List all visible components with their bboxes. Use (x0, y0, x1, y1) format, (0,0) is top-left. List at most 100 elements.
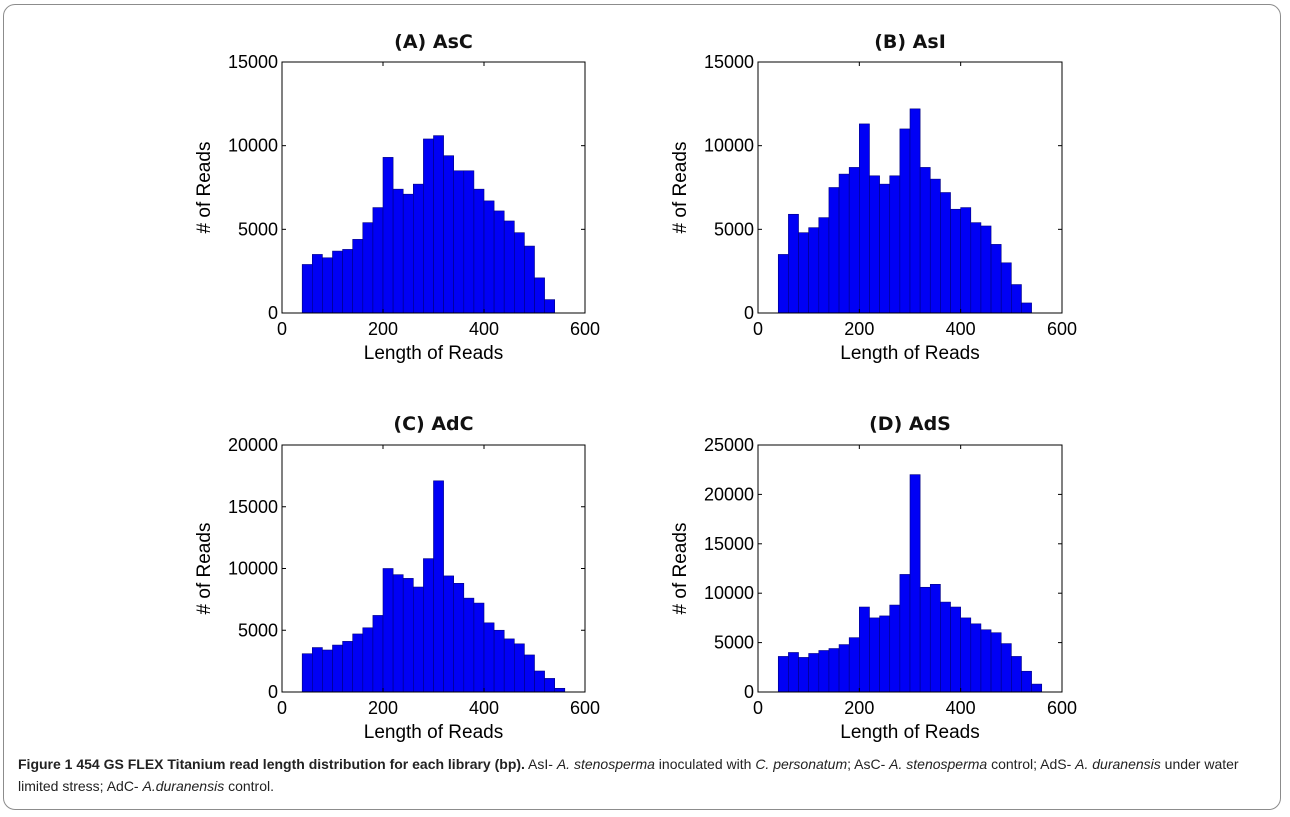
histogram-bar (798, 232, 809, 314)
histogram-bar (929, 178, 941, 314)
histogram-bar (818, 650, 830, 693)
caption-run: control. (224, 778, 275, 794)
caption-lead: Figure 1 454 GS FLEX Titanium read lengt… (18, 756, 525, 772)
caption-run: AsI- (524, 756, 557, 772)
x-axis-label: Length of Reads (840, 722, 979, 743)
axes-box (757, 61, 1063, 314)
caption-species: A. stenosperma (556, 756, 655, 772)
histogram-bar (869, 617, 880, 693)
x-tick-label: 400 (946, 698, 976, 718)
histogram-bar (402, 193, 414, 314)
histogram-bar (980, 629, 992, 693)
y-tick-label: 5000 (714, 219, 754, 239)
histogram-bar (322, 649, 333, 693)
histogram-bar (899, 574, 911, 693)
x-tick-label: 200 (368, 698, 398, 718)
histogram-bar (1000, 262, 1012, 314)
y-tick-label: 5000 (238, 620, 278, 640)
histogram-bar (929, 584, 941, 693)
histogram-bar (342, 641, 354, 693)
y-tick-label: 0 (268, 682, 278, 702)
histogram-bar (473, 602, 485, 693)
histogram-bar (1011, 656, 1022, 693)
y-tick-label: 0 (744, 682, 754, 702)
caption-run: inoculated with (654, 756, 756, 772)
x-tick-label: 400 (946, 319, 976, 339)
y-axis-label: # of Reads (670, 523, 691, 615)
histogram-bar (950, 208, 961, 314)
histogram-bar (889, 175, 901, 314)
histogram-bar (524, 245, 535, 314)
x-tick-label: 0 (277, 698, 287, 718)
x-tick-label: 600 (1047, 319, 1077, 339)
caption-species: A. stenosperma (889, 756, 988, 772)
histogram-bar (1031, 683, 1043, 693)
x-tick-label: 400 (469, 319, 499, 339)
histogram-bar (859, 606, 870, 693)
panel-title: (B) AsI (874, 31, 946, 53)
histogram-bar (443, 575, 455, 693)
histogram-bar (777, 656, 789, 693)
histogram-bar (919, 167, 931, 314)
histogram-bar (362, 222, 374, 314)
y-tick-label: 15000 (704, 534, 754, 554)
histogram-bar (402, 578, 414, 693)
histogram-bar (372, 615, 384, 693)
histogram-bar (513, 232, 525, 314)
histogram-bar (1000, 643, 1012, 693)
y-tick-label: 15000 (228, 52, 278, 72)
histogram-bar (798, 657, 809, 693)
histogram-bar (838, 173, 850, 314)
histogram-bar (848, 167, 860, 314)
x-tick-label: 600 (570, 698, 600, 718)
chart-panel-2: 0 200 400 600 0 5000 10000 15000 (B) AsI Length o… (670, 31, 1077, 364)
chart-panel-3: 0 200 400 600 0 5000 10000 15000 20000 (C) AdC Len… (194, 413, 600, 743)
histogram-bar (311, 647, 323, 693)
histogram-bar (899, 128, 911, 314)
y-tick-label: 10000 (704, 583, 754, 603)
histogram-bar (859, 123, 870, 314)
histogram-bar (788, 652, 799, 693)
histogram-bar (848, 637, 860, 693)
x-tick-label: 0 (753, 698, 763, 718)
histogram-bar (443, 155, 455, 314)
histogram-bar (423, 558, 434, 693)
histogram-bar (382, 157, 394, 314)
x-tick-label: 600 (570, 319, 600, 339)
histogram-bar (352, 239, 364, 314)
x-tick-label: 200 (844, 319, 874, 339)
histogram-bar (869, 175, 880, 314)
histogram-bar (879, 615, 891, 693)
histogram-bar (1021, 670, 1032, 693)
y-tick-label: 5000 (238, 219, 278, 239)
histogram-bar (818, 217, 830, 314)
y-tick-label: 25000 (704, 435, 754, 455)
y-tick-label: 15000 (228, 497, 278, 517)
histogram-bar (332, 644, 343, 693)
y-tick-label: 0 (268, 303, 278, 323)
histogram-bar (909, 474, 921, 693)
chart-panel-1: 0 200 400 600 0 5000 10000 15000 (A) AsC Length o… (194, 31, 600, 364)
histogram-bar (950, 606, 961, 693)
y-tick-label: 15000 (704, 52, 754, 72)
y-tick-label: 10000 (228, 136, 278, 156)
axes-box (281, 61, 586, 314)
x-tick-label: 0 (753, 319, 763, 339)
histogram-bar (788, 213, 799, 314)
x-tick-label: 600 (1047, 698, 1077, 718)
histogram-bar (1021, 302, 1032, 314)
histogram-bar (808, 227, 820, 314)
histogram-bar (322, 257, 333, 314)
histogram-bar (352, 633, 364, 693)
histogram-bar (423, 138, 434, 314)
histogram-bar (970, 222, 982, 314)
histogram-bar (919, 586, 931, 693)
caption-run: ; AsC- (847, 756, 890, 772)
histogram-bar (503, 220, 515, 314)
y-tick-label: 10000 (704, 136, 754, 156)
histogram-bar (808, 653, 820, 693)
histogram-bar (392, 574, 404, 693)
histogram-bar (483, 622, 495, 693)
histogram-bar (362, 627, 374, 693)
x-tick-label: 0 (277, 319, 287, 339)
